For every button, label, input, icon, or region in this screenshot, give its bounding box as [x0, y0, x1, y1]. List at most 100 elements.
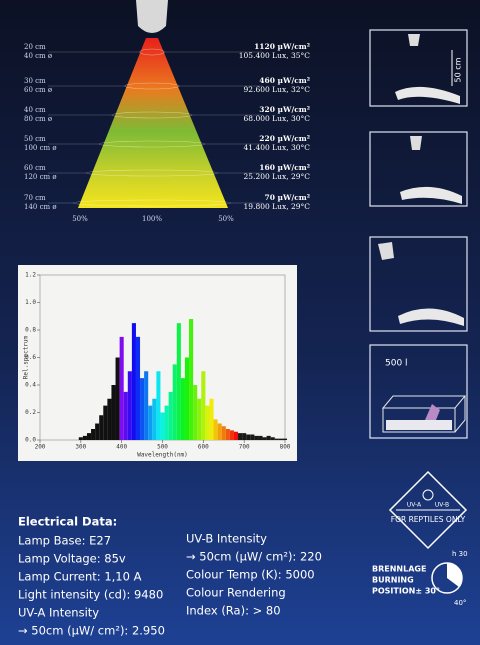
spectrum-bar — [152, 398, 157, 440]
tank-label: 500 l — [385, 359, 408, 369]
spectrum-bar — [99, 415, 104, 440]
percentage: 50% — [218, 215, 234, 223]
cone-ring — [111, 111, 193, 119]
x-tick-label: 300 — [75, 444, 86, 451]
lux-temp: 105.400 Lux, 35°C — [239, 51, 311, 60]
panel — [369, 344, 468, 439]
spectrum-bar — [258, 435, 263, 440]
spec-line: Light intensity (cd): 9480 — [18, 588, 163, 602]
uv-badge: UV-A UV-B FOR REPTILES ONLY — [388, 470, 468, 550]
spectrum-bar — [184, 357, 190, 440]
spectrum-bar — [168, 391, 173, 440]
spectrum-bar — [91, 429, 96, 440]
diameter: 60 cm ø — [24, 86, 52, 94]
burn-text: POSITION± 30° — [372, 587, 440, 596]
spectrum-bar — [246, 434, 251, 440]
spectrum-bar — [176, 323, 181, 440]
uv-intensity: 1120 µW/cm² — [254, 42, 310, 51]
spectrum-bar — [160, 412, 165, 440]
spectrum-bar — [144, 371, 149, 440]
reptile — [425, 404, 440, 420]
reptile — [398, 308, 464, 326]
y-tick-label: 0.0 — [25, 437, 36, 444]
spectrum-bar — [86, 433, 92, 440]
distance-label: 50 cm — [454, 57, 463, 82]
sun-icon — [422, 489, 434, 501]
percentage: 100% — [142, 215, 162, 223]
lamp-icon — [408, 34, 420, 46]
spectrum-bar — [78, 437, 83, 440]
spectrum-bar — [107, 398, 112, 440]
spectrum-bar — [189, 319, 194, 440]
y-tick-label: 0.2 — [25, 409, 36, 416]
spec-line: Colour Rendering — [186, 586, 286, 600]
burning-position: h 30 40° BRENNLAGE BURNING POSITION± 30° — [372, 550, 468, 607]
lamp-icon — [410, 136, 422, 150]
uv-intensity: 460 µW/cm² — [259, 76, 310, 85]
cone-ring — [139, 48, 165, 56]
y-tick-label: 0.4 — [25, 382, 36, 389]
x-tick-label: 700 — [239, 444, 250, 451]
diameter: 120 cm ø — [24, 173, 57, 181]
spectrum-bar — [238, 433, 243, 440]
illustrations: 50 cm 500 l — [369, 29, 468, 439]
x-tick-label: 800 — [280, 444, 291, 451]
lux-temp: 68.000 Lux, 30°C — [244, 114, 311, 123]
badge-caption: FOR REPTILES ONLY — [391, 515, 466, 524]
light-cone — [78, 38, 228, 208]
lamp-icon — [378, 242, 394, 260]
distance: 70 cm — [24, 194, 46, 202]
spectrum-bar — [95, 423, 100, 440]
panel — [369, 29, 468, 107]
badge-diamond — [388, 470, 468, 550]
spectrum-bar — [213, 419, 218, 440]
distance: 40 cm — [24, 106, 46, 114]
y-tick-label: 1.2 — [25, 272, 36, 279]
reptile — [400, 186, 462, 204]
spec-line: Lamp Base: E27 — [18, 534, 111, 548]
spectrum-bar — [201, 371, 206, 440]
x-tick-label: 200 — [35, 444, 46, 451]
spectrum-chart: 0.0 0.2 0.4 0.6 0.8 1.0 1.2 200 300 400 500 600 700 8… — [23, 272, 291, 459]
spectrum-bar — [274, 438, 279, 440]
spectrum-bar — [123, 391, 128, 440]
spec-line: Colour Temp (K): 5000 — [186, 568, 315, 582]
spectrum-bar — [262, 437, 267, 440]
uv-intensity: 160 µW/cm² — [259, 163, 310, 172]
spectrum-bar — [156, 371, 161, 440]
lux-temp: 25.200 Lux, 29°C — [244, 172, 311, 181]
distance: 20 cm — [24, 43, 46, 51]
diameter: 140 cm ø — [24, 203, 57, 211]
panel — [369, 236, 468, 332]
spectrum-bar — [193, 385, 198, 440]
cone-ring — [124, 82, 180, 90]
spectrum-bar — [131, 323, 136, 440]
spectrum-bar — [270, 437, 275, 440]
electrical-data: Electrical Data: Lamp Base: E27 Lamp Volt… — [18, 515, 322, 638]
spectrum-bar — [225, 429, 230, 440]
spectrum-bar — [140, 378, 145, 440]
uv-intensity: 220 µW/cm² — [259, 134, 310, 143]
spectrum-bar — [82, 435, 87, 440]
spectrum-bar — [278, 438, 283, 440]
spectrum-bar — [164, 405, 169, 440]
lux-temp: 19.800 Lux, 29°C — [244, 202, 311, 211]
spectrum-bar — [266, 435, 271, 440]
burn-text: BRENNLAGE — [372, 565, 426, 574]
cone-ring — [98, 140, 206, 148]
burn-angle: 40° — [454, 599, 466, 607]
uva: UV-A — [407, 502, 422, 509]
spectrum-bar — [282, 438, 288, 440]
electrical-title: Electrical Data: — [18, 515, 117, 529]
spec-line: Lamp Voltage: 85v — [18, 552, 126, 566]
spectrum-bar — [135, 336, 141, 440]
y-tick-label: 1.0 — [25, 299, 36, 306]
spec-line: UV-A Intensity — [18, 606, 99, 620]
spectrum-bar — [233, 431, 239, 440]
spectrum-bar — [148, 405, 153, 440]
panel — [369, 131, 468, 207]
x-axis-label: Wavelength(nm) — [137, 452, 188, 459]
uv-intensity: 70 µW/cm² — [265, 193, 311, 202]
